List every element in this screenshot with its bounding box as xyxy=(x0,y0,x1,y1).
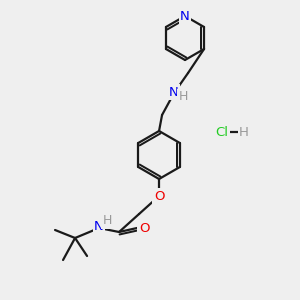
Text: N: N xyxy=(180,10,190,22)
Text: O: O xyxy=(139,221,149,235)
Text: H: H xyxy=(178,91,188,103)
Text: O: O xyxy=(154,190,164,202)
Text: H: H xyxy=(239,125,249,139)
Text: N: N xyxy=(169,85,179,98)
Text: N: N xyxy=(94,220,104,233)
Text: Cl: Cl xyxy=(215,125,229,139)
Text: H: H xyxy=(102,214,112,227)
